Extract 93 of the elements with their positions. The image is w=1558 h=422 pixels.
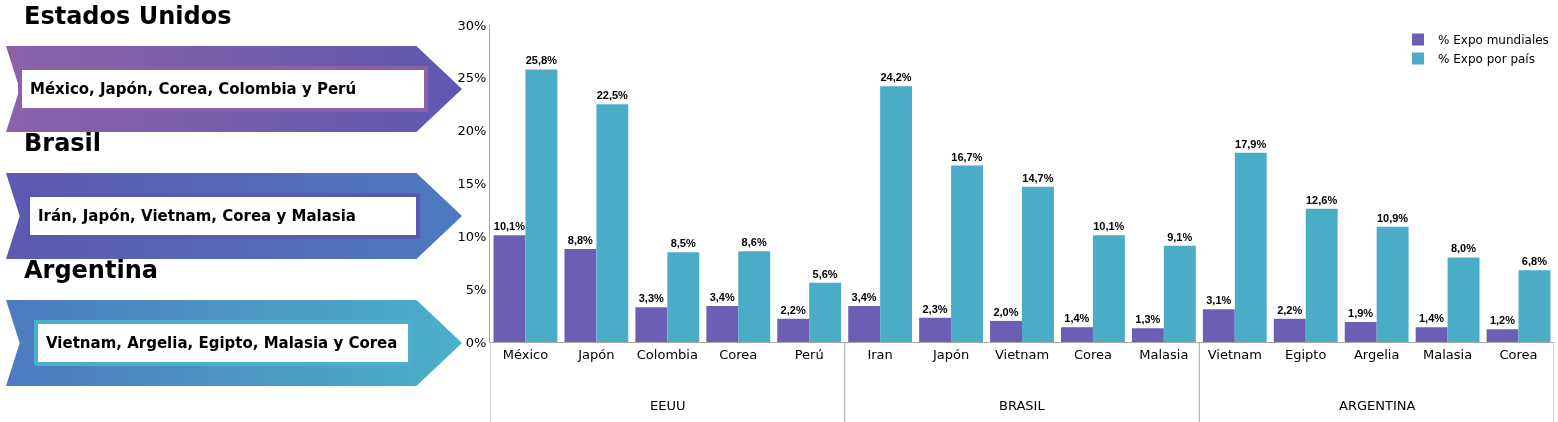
text: EEUU [650,398,686,413]
text: BRASIL [999,398,1046,413]
data-label: 1,4% [1418,312,1445,325]
data-label: 10,9% [1376,211,1409,224]
text: Irán, Japón, Vietnam, Corea y Malasia [26,193,420,239]
bar [1344,321,1377,342]
y-tick-label: 15% [457,176,487,192]
text: México, Japón, Corea, Colombia y Perú [18,66,428,112]
text: Estados Unidos [24,2,232,30]
data-label: 5,6% [812,267,838,280]
text: Vietnam, Argelia, Egipto, Malasia y Corea [34,320,412,366]
bar [1061,327,1093,342]
data-label: 16,7% [951,150,983,163]
x-tick-label: Vietnam [994,346,1050,362]
x-tick-label: Egipto [1285,346,1327,362]
x-tick-label: Japón [577,346,615,362]
x-tick-label: Corea [1499,346,1538,362]
data-label: 3,4% [709,291,735,304]
bar [848,306,881,342]
x-tick-label: Argelia [1353,346,1400,362]
x-tick-label: Japón [931,346,970,362]
bar [1234,152,1267,342]
data-label: 8,6% [741,236,767,249]
bar [1202,309,1235,342]
data-label: 3,3% [638,292,665,305]
data-label: 2,2% [1277,303,1303,316]
bar [1022,186,1054,342]
data-label: 12,6% [1305,193,1338,206]
bar [525,69,558,342]
data-label: 10,1% [493,220,526,233]
bar [564,249,597,342]
text: Argentina [24,256,158,284]
y-tick-label: 25% [457,70,487,86]
bar [1447,257,1480,342]
bar [1305,208,1338,342]
data-label: 1,2% [1489,314,1516,327]
bar [1415,327,1448,342]
y-tick-label: 5% [465,281,487,297]
data-label: 24,2% [880,71,912,84]
x-tick-label: México [502,346,549,362]
x-tick-label: Iran [867,346,893,362]
data-label: 25,8% [525,54,558,67]
bar [635,307,668,342]
data-label: 6,8% [1521,255,1548,268]
data-label: 1,3% [1135,313,1161,326]
y-tick-label: 0% [465,334,487,350]
x-tick-label: Malasia [1139,346,1189,362]
data-label: 14,7% [1022,171,1054,184]
data-label: 8,8% [567,234,594,247]
data-label: 2,0% [993,305,1019,318]
text: ARGENTINA [1339,398,1416,413]
bar [951,165,983,342]
x-tick-label: Perú [794,346,824,362]
bar [1518,270,1551,342]
bar [596,104,629,342]
data-label: 9,1% [1167,230,1193,243]
data-label: 1,4% [1064,312,1090,325]
y-tick-label: 20% [457,123,487,139]
x-tick-label: Colombia [636,346,698,362]
x-tick-label: Corea [1073,346,1112,362]
bar [738,251,771,342]
data-label: 1,9% [1348,306,1374,319]
data-label: 3,4% [851,291,877,304]
x-tick-label: Vietnam [1207,346,1262,362]
bar [1486,329,1519,342]
legend-label: % Expo mundiales [1438,33,1549,48]
bar [880,86,913,342]
bar [1376,226,1409,342]
bar [919,317,952,342]
x-tick-label: Corea [719,346,758,362]
bar [1163,245,1196,342]
bar [1131,328,1164,342]
data-label: 8,0% [1450,242,1477,255]
y-tick-label: 30% [457,17,487,33]
data-label: 2,2% [780,303,806,316]
data-label: 3,1% [1206,294,1232,307]
y-tick-label: 10% [457,228,487,244]
bar [809,282,842,342]
bar [1273,318,1306,342]
data-label: 2,3% [922,302,948,315]
data-label: 8,5% [670,237,696,250]
bar [1092,235,1125,342]
legend-label: % Expo por país [1438,52,1535,67]
x-tick-label: Malasia [1423,346,1473,362]
bar [493,235,526,342]
bar [706,306,739,342]
data-label: 17,9% [1235,137,1267,150]
bar [667,252,700,342]
bar [777,318,810,342]
data-label: 10,1% [1093,220,1125,233]
data-label: 22,5% [596,89,629,102]
text: Brasil [24,129,102,157]
bar [990,320,1022,342]
